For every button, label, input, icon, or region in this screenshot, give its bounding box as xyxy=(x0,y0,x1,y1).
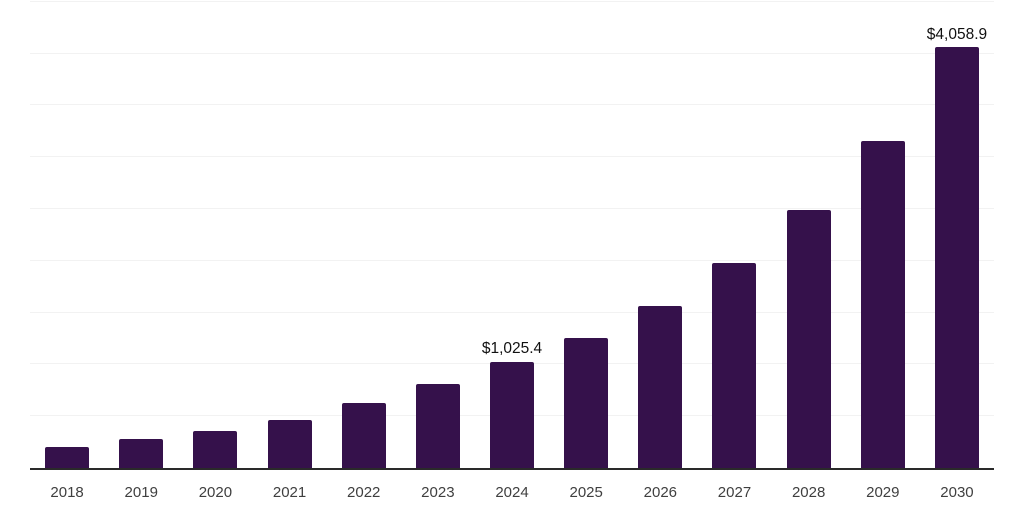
bar-2021 xyxy=(267,420,312,468)
x-tick-label-2022: 2022 xyxy=(347,484,381,501)
bar-2028 xyxy=(786,209,831,468)
gridline-3500 xyxy=(30,104,994,106)
gridline-2000 xyxy=(30,259,994,261)
x-tick-label-2018: 2018 xyxy=(50,484,84,501)
bar-2018 xyxy=(45,446,90,468)
x-tick-label-2021: 2021 xyxy=(272,484,307,501)
bar-2020 xyxy=(193,431,238,468)
x-tick-label-2020: 2020 xyxy=(198,484,233,501)
bar-value-label-2030: $4,058.9 xyxy=(926,25,988,43)
x-tick-label-2025: 2025 xyxy=(569,484,603,501)
x-tick-label-2030: 2030 xyxy=(940,484,974,501)
bar-2023 xyxy=(415,384,460,468)
bar-2022 xyxy=(341,403,386,468)
bar-slot-2021 xyxy=(252,0,326,468)
bar-slot-2024: $1,025.4 xyxy=(475,0,549,468)
bar-2029 xyxy=(860,141,905,468)
bar-2026 xyxy=(638,305,683,468)
gridline-3000 xyxy=(30,156,994,158)
bar-2019 xyxy=(119,439,164,468)
bar-slot-2030: $4,058.9 xyxy=(920,0,994,468)
bar-slot-2029 xyxy=(846,0,920,468)
gridline-4500 xyxy=(30,0,994,2)
bar-slot-2026 xyxy=(623,0,697,468)
bar-value-label-2024: $1,025.4 xyxy=(481,340,543,358)
x-tick-label-2023: 2023 xyxy=(421,484,455,501)
x-tick-label-2024: 2024 xyxy=(495,484,529,501)
gridline-1500 xyxy=(30,311,994,313)
bar-slot-2027 xyxy=(697,0,771,468)
x-tick-label-2026: 2026 xyxy=(643,484,678,501)
x-tick-label-2027: 2027 xyxy=(717,484,752,501)
bar-slot-2023 xyxy=(401,0,475,468)
bar-2030: $4,058.9 xyxy=(927,27,987,468)
bar-slot-2018 xyxy=(30,0,104,468)
x-axis-tick-labels: 2018 2019 2020 2021 2022 2023 2024 2025 2026 2027… xyxy=(30,483,994,503)
bar-slot-2022 xyxy=(327,0,401,468)
x-tick-label-2019: 2019 xyxy=(124,484,158,501)
gridline-2500 xyxy=(30,207,994,209)
plot-area: $1,025.4 $4,058.9 xyxy=(30,0,994,468)
gridline-4000 xyxy=(30,52,994,54)
x-tick-label-2029: 2029 xyxy=(866,484,900,501)
x-axis-line xyxy=(30,468,994,470)
bars-row: $1,025.4 $4,058.9 xyxy=(30,0,994,468)
bar-slot-2028 xyxy=(772,0,846,468)
bar-slot-2025 xyxy=(549,0,623,468)
bar-2027 xyxy=(712,263,757,468)
bar-slot-2020 xyxy=(178,0,252,468)
bar-2024: $1,025.4 xyxy=(482,341,542,468)
bar-slot-2019 xyxy=(104,0,178,468)
x-tick-label-2028: 2028 xyxy=(791,484,826,501)
bar-2025 xyxy=(564,337,609,468)
